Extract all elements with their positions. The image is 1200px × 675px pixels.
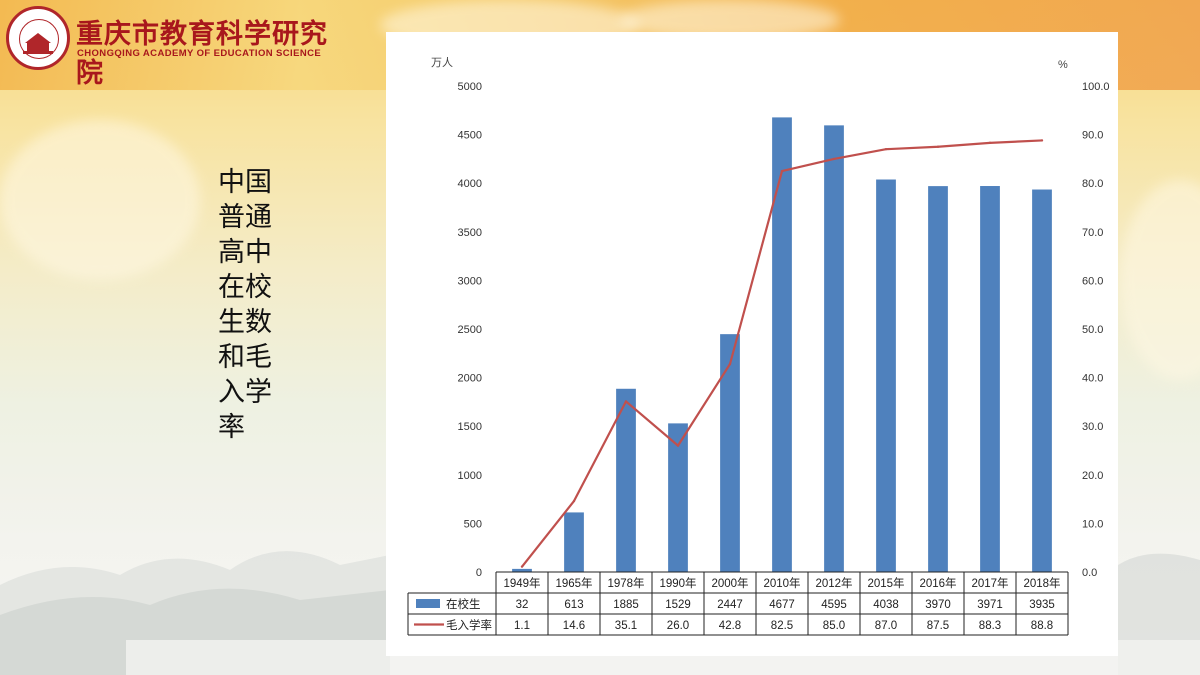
left-tick-label: 3000 — [458, 275, 482, 287]
left-tick-label: 1000 — [458, 470, 482, 482]
data-label: 88.3 — [979, 620, 1001, 632]
legend-label: 毛入学率 — [446, 618, 492, 632]
right-tick-label: 40.0 — [1082, 373, 1103, 385]
org-logo: 重庆市教育科学研究院 CHONGQING ACADEMY OF EDUCATIO… — [6, 6, 336, 89]
legend-swatch-bar — [416, 599, 440, 608]
line-point — [780, 169, 784, 173]
line-point — [624, 400, 628, 403]
data-label: 1529 — [665, 599, 691, 611]
background-cloud — [1120, 180, 1200, 380]
data-label: 1885 — [613, 599, 639, 611]
bar-2012年 — [824, 125, 844, 572]
data-label: 4595 — [821, 599, 847, 611]
bar-1949年 — [512, 568, 532, 572]
data-label: 82.5 — [771, 620, 793, 632]
line-point — [676, 444, 680, 447]
x-tick-label: 2017年 — [971, 576, 1008, 590]
background-cloud — [0, 120, 200, 280]
data-label: 3935 — [1029, 599, 1055, 611]
org-seal-icon — [6, 6, 70, 70]
left-axis-unit: 万人 — [431, 56, 453, 69]
org-name-cn: 重庆市教育科学研究院 — [76, 19, 328, 89]
x-tick-label: 2012年 — [815, 576, 852, 590]
bar-2018年 — [1032, 189, 1052, 572]
left-tick-label: 3500 — [458, 227, 482, 239]
right-tick-label: 0.0 — [1082, 567, 1097, 579]
bar-2015年 — [876, 179, 896, 572]
line-point — [884, 147, 888, 151]
x-tick-label: 2016年 — [919, 576, 956, 590]
background-mountains — [0, 551, 1200, 675]
bar-1990年 — [668, 423, 688, 572]
data-label: 1.1 — [514, 620, 530, 632]
left-tick-label: 500 — [464, 518, 482, 530]
x-tick-label: 2000年 — [711, 576, 748, 590]
left-tick-label: 2000 — [458, 373, 482, 385]
x-tick-label: 1949年 — [503, 576, 540, 590]
x-tick-label: 1978年 — [607, 576, 644, 590]
chart: 万人 % 0 500 1000 1500 2000 2500 3000 3500 4000 450… — [407, 56, 1110, 636]
line-point — [520, 565, 524, 568]
data-label: 87.5 — [927, 620, 949, 632]
data-label: 4038 — [873, 599, 899, 611]
data-label: 88.8 — [1031, 620, 1053, 632]
line-point — [988, 141, 992, 145]
right-tick-label: 10.0 — [1082, 518, 1103, 530]
data-label: 613 — [564, 599, 583, 611]
right-tick-label: 30.0 — [1082, 421, 1103, 433]
right-tick-label: 50.0 — [1082, 324, 1103, 336]
org-name-en: CHONGQING ACADEMY OF EDUCATION SCIENCE — [77, 48, 322, 59]
bar-1978年 — [616, 388, 636, 572]
data-label: 2447 — [717, 599, 743, 611]
data-label: 32 — [516, 599, 529, 611]
line-point — [832, 157, 836, 161]
data-label: 4677 — [769, 599, 795, 611]
x-tick-label: 2010年 — [763, 576, 800, 590]
left-tick-label: 5000 — [458, 81, 482, 93]
bar-1965年 — [564, 512, 584, 572]
right-tick-label: 20.0 — [1082, 470, 1103, 482]
data-label: 87.0 — [875, 620, 897, 632]
bar-2010年 — [772, 117, 792, 572]
right-tick-label: 60.0 — [1082, 275, 1103, 287]
right-axis-unit: % — [1058, 59, 1068, 71]
data-label: 42.8 — [719, 620, 741, 632]
left-tick-label: 2500 — [458, 324, 482, 336]
slide-title: 中国普通高中在校生数和毛入学率 — [218, 167, 272, 443]
data-label: 26.0 — [667, 620, 689, 632]
x-tick-label: 2015年 — [867, 576, 904, 590]
right-tick-label: 70.0 — [1082, 227, 1103, 239]
x-tick-label: 1990年 — [659, 576, 696, 590]
x-tick-label: 1965年 — [555, 576, 592, 590]
line-point — [1040, 139, 1044, 142]
x-tick-label: 2018年 — [1023, 576, 1060, 590]
line-point — [728, 362, 732, 366]
line-point — [936, 145, 940, 148]
left-tick-label: 4000 — [458, 178, 482, 190]
right-tick-label: 100.0 — [1082, 81, 1110, 93]
bar-2000年 — [720, 334, 740, 572]
bar-2017年 — [980, 186, 1000, 572]
bar-2016年 — [928, 186, 948, 572]
left-tick-label: 1500 — [458, 421, 482, 433]
data-label: 3970 — [925, 599, 951, 611]
data-label: 3971 — [977, 599, 1003, 611]
left-tick-label: 0 — [476, 567, 482, 579]
chart-panel: 万人 % 0 500 1000 1500 2000 2500 3000 3500 4000 450… — [386, 32, 1118, 656]
line-point — [572, 499, 576, 503]
data-label: 35.1 — [615, 620, 637, 632]
legend-label: 在校生 — [446, 597, 481, 611]
data-label: 14.6 — [563, 620, 585, 632]
data-label: 85.0 — [823, 620, 845, 632]
right-tick-label: 80.0 — [1082, 178, 1103, 190]
right-tick-label: 90.0 — [1082, 130, 1103, 142]
left-tick-label: 4500 — [458, 130, 482, 142]
